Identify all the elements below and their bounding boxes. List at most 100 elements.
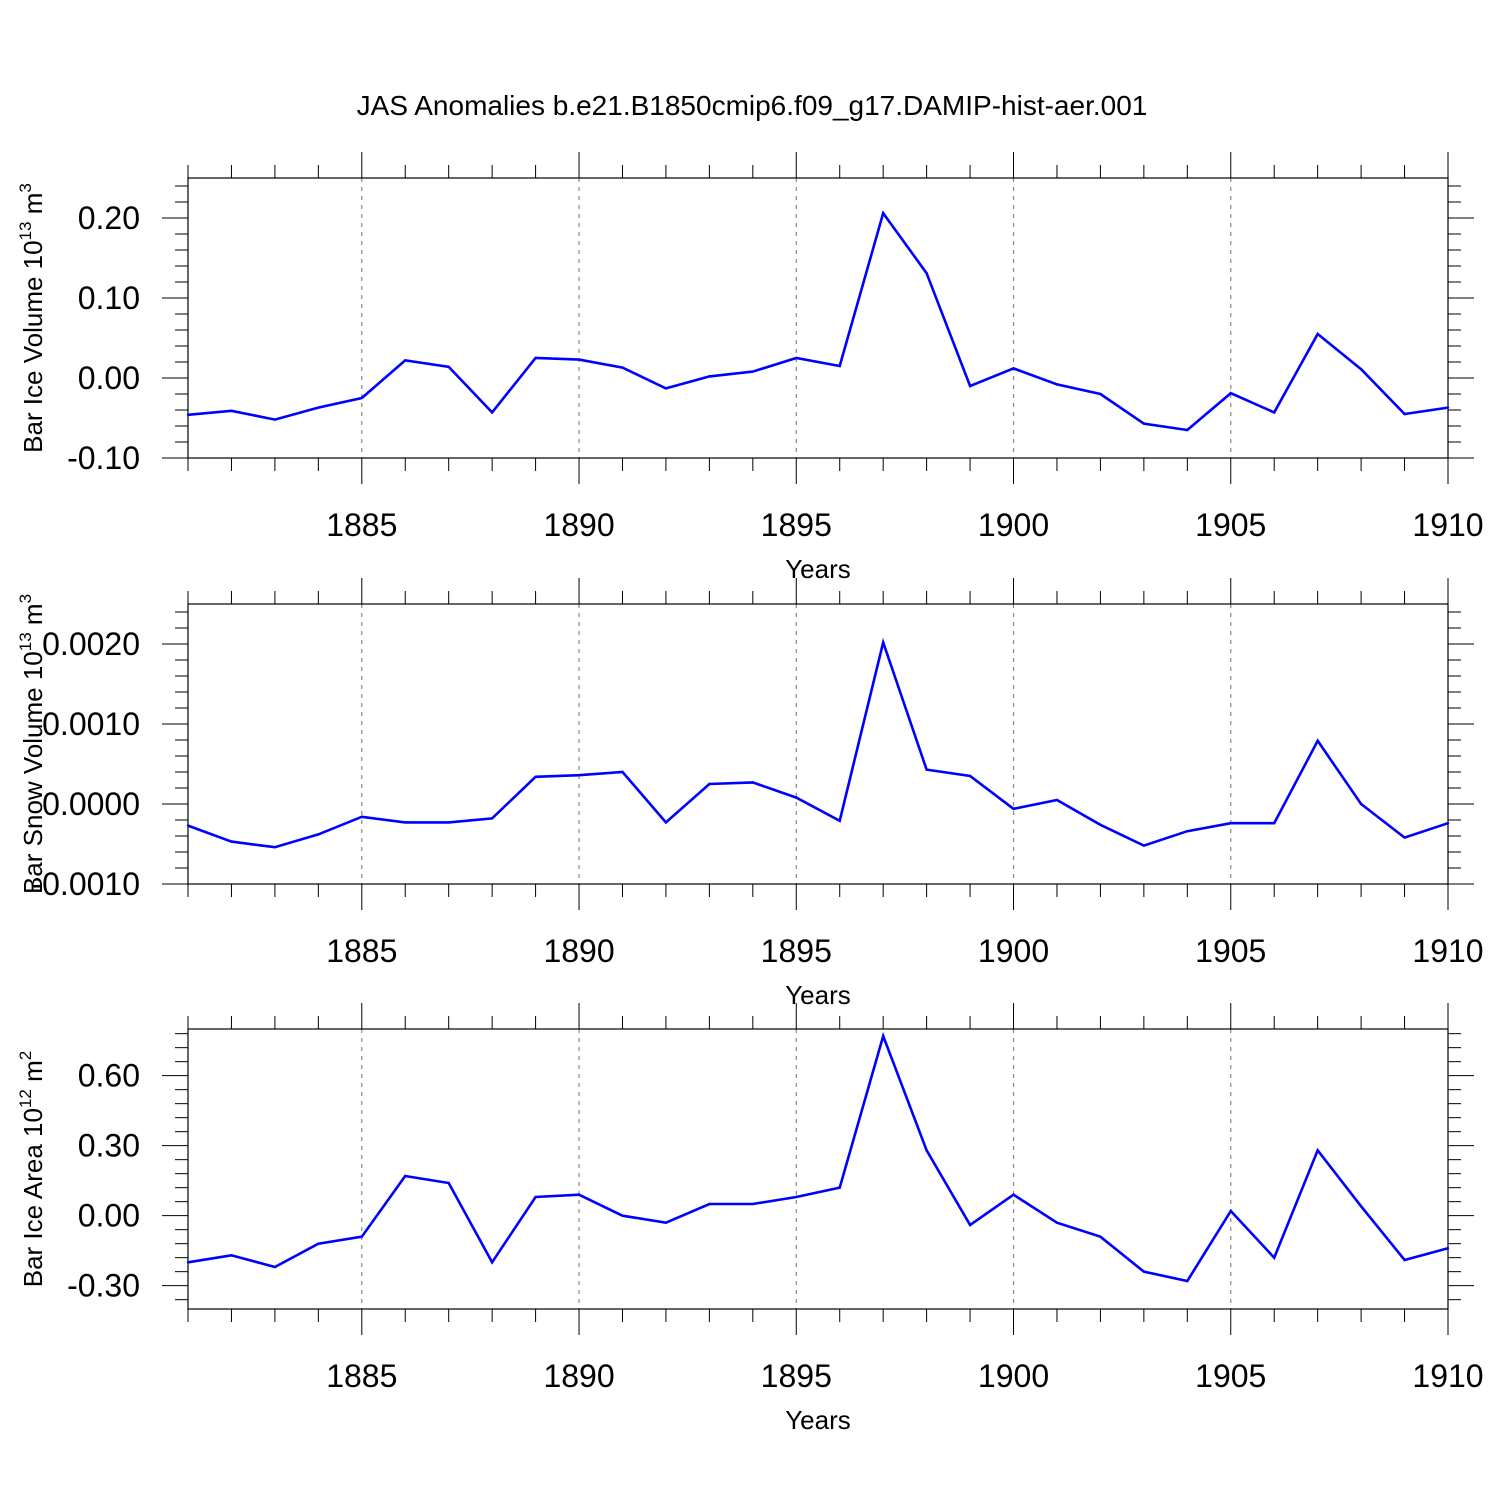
- data-point: [708, 1202, 711, 1206]
- data-point: [1229, 392, 1232, 395]
- x-tick-label: 1900: [978, 1358, 1049, 1394]
- x-axis-label: Years: [785, 980, 851, 1010]
- data-point: [404, 359, 407, 362]
- x-tick-label: 1900: [978, 933, 1049, 969]
- x-tick-label: 1900: [978, 507, 1049, 543]
- y-axis-label: Bar Snow Volume 1013 m3: [16, 594, 48, 894]
- x-tick-label: 1910: [1412, 1358, 1483, 1394]
- y-axis-label-superscript: 13: [16, 221, 35, 240]
- x-tick-label: 1895: [761, 1358, 832, 1394]
- data-point: [404, 1174, 407, 1178]
- data-point: [1012, 1193, 1015, 1196]
- data-point: [447, 365, 450, 368]
- data-point: [751, 1202, 755, 1206]
- series-line: [187, 637, 1449, 849]
- y-axis-label-text: Bar Snow Volume 10: [18, 651, 48, 894]
- data-point: [708, 782, 711, 786]
- data-point: [1142, 844, 1146, 847]
- series-line: [187, 1031, 1449, 1283]
- data-point: [881, 1034, 885, 1038]
- data-point: [795, 1195, 798, 1199]
- y-axis-label: Bar Ice Area 1012 m2: [16, 1051, 48, 1288]
- data-point: [968, 774, 972, 778]
- y-axis-label-superscript: 13: [16, 632, 35, 651]
- data-point: [881, 212, 885, 215]
- y-axis-label-text: m: [18, 1060, 48, 1089]
- data-point: [708, 375, 711, 378]
- data-point: [838, 364, 841, 368]
- y-axis-label-text: Bar Ice Volume 10: [18, 240, 48, 452]
- plot-frame: [187, 603, 1449, 885]
- data-point: [273, 418, 277, 421]
- x-tick-label: 1885: [326, 1358, 397, 1394]
- data-point: [1099, 392, 1102, 396]
- data-point: [621, 366, 624, 369]
- data-point: [490, 817, 494, 820]
- data-point: [1186, 830, 1189, 833]
- data-point: [1273, 411, 1276, 414]
- x-tick-label: 1905: [1195, 933, 1266, 969]
- data-point: [1099, 823, 1102, 826]
- data-point: [1055, 798, 1059, 802]
- data-point: [230, 1254, 233, 1257]
- data-point: [751, 781, 755, 784]
- data-point: [1446, 822, 1450, 825]
- y-axis-label-text: m: [18, 603, 48, 632]
- chart-title: JAS Anomalies b.e21.B1850cmip6.f09_g17.D…: [357, 90, 1148, 121]
- data-point: [1142, 1270, 1146, 1273]
- data-point: [317, 833, 320, 836]
- data-point: [360, 396, 363, 400]
- data-point: [925, 1149, 928, 1152]
- x-tick-label: 1905: [1195, 507, 1266, 543]
- data-point: [534, 775, 537, 778]
- data-point: [1446, 1247, 1450, 1250]
- y-axis-label: Bar Ice Volume 1013 m3: [16, 183, 48, 453]
- data-point: [1012, 807, 1015, 810]
- data-point: [664, 1221, 668, 1224]
- x-tick-label: 1890: [543, 507, 614, 543]
- x-axis-label: Years: [785, 1405, 851, 1435]
- data-point: [317, 406, 320, 409]
- x-tick-label: 1910: [1412, 507, 1483, 543]
- data-point: [795, 796, 798, 799]
- y-tick-label: -0.0010: [31, 866, 140, 902]
- data-point: [1446, 406, 1450, 409]
- y-tick-label: 0.0000: [42, 786, 140, 822]
- x-tick-label: 1905: [1195, 1358, 1266, 1394]
- data-point: [1359, 802, 1363, 806]
- y-tick-label: 0.10: [78, 280, 140, 316]
- data-point: [1273, 822, 1276, 825]
- y-axis-label-text: Bar Ice Area 10: [18, 1108, 48, 1287]
- y-axis-label-text: m: [18, 193, 48, 222]
- x-tick-label: 1890: [543, 933, 614, 969]
- y-tick-label: 0.20: [78, 200, 140, 236]
- y-tick-label: 0.60: [78, 1058, 140, 1094]
- y-tick-label: 0.0020: [42, 626, 140, 662]
- data-point: [230, 409, 233, 412]
- data-point: [1142, 422, 1146, 425]
- data-point: [273, 1265, 277, 1269]
- data-point: [1403, 836, 1406, 839]
- data-point: [577, 1193, 581, 1196]
- data-point: [664, 387, 668, 390]
- data-point: [795, 356, 798, 360]
- data-point: [577, 774, 581, 777]
- data-point: [186, 824, 190, 827]
- data-point: [360, 815, 363, 818]
- data-point: [1359, 1205, 1363, 1208]
- data-point: [186, 1261, 190, 1264]
- y-tick-label: 0.00: [78, 360, 140, 396]
- data-point: [1186, 1279, 1189, 1283]
- data-point: [1012, 367, 1015, 370]
- data-point: [1316, 739, 1319, 742]
- data-point: [621, 770, 624, 774]
- x-tick-label: 1885: [326, 933, 397, 969]
- data-point: [751, 370, 755, 373]
- data-point: [447, 1181, 450, 1185]
- panels-container: -0.10 0.00 0.10 0.20 1885 1890 1895 1900 1905 191…: [16, 152, 1484, 1435]
- data-point: [968, 1223, 972, 1227]
- y-tick-label: 0.00: [78, 1198, 140, 1234]
- y-axis-label-superscript: 2: [16, 1051, 35, 1060]
- y-axis-label-superscript: 3: [16, 594, 35, 603]
